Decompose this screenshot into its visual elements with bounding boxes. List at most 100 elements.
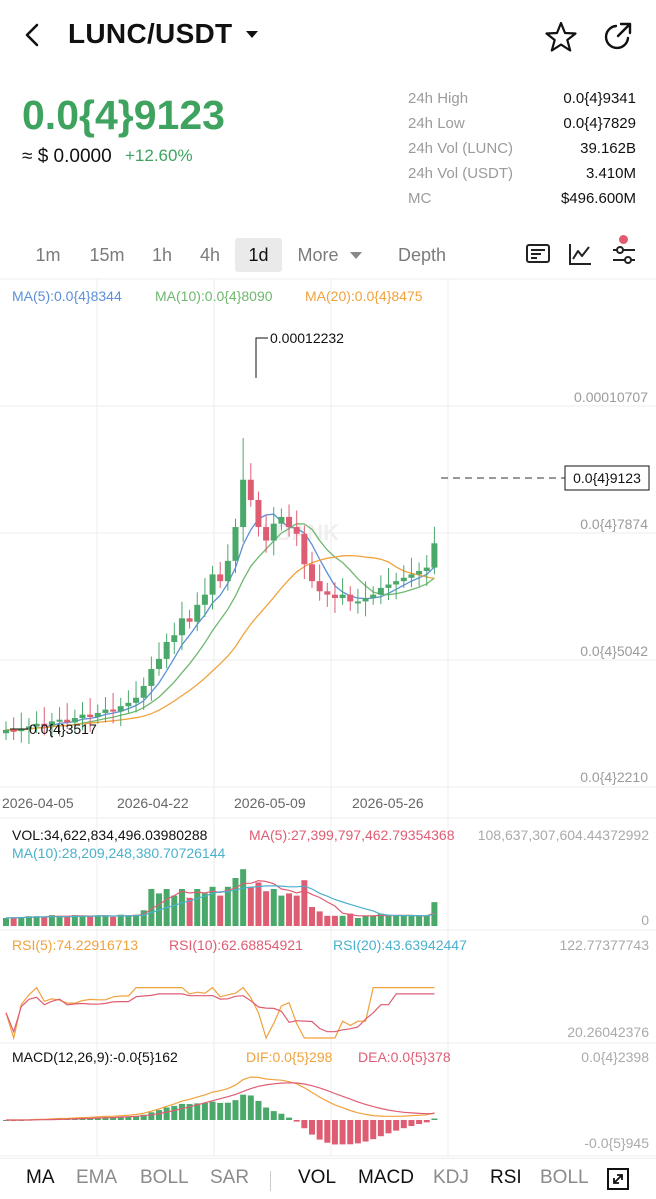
macd-dif-legend: DIF:0.0{5}298 bbox=[246, 1049, 333, 1065]
macd-bar bbox=[377, 1120, 384, 1137]
ma5-legend: MA(5):0.0{4}8344 bbox=[12, 288, 122, 304]
line-chart-icon[interactable] bbox=[566, 240, 594, 268]
macd-bar bbox=[354, 1120, 361, 1144]
x-axis-label: 2026-04-22 bbox=[117, 795, 189, 811]
stat-24h-vol-lunc: 24h Vol (LUNC) 39.162B bbox=[408, 140, 636, 157]
divider bbox=[270, 1171, 271, 1191]
y-axis-label: 0.0{4}2210 bbox=[580, 769, 648, 785]
rsi-min-label: 20.26042376 bbox=[567, 1024, 649, 1040]
macd-bar bbox=[416, 1120, 423, 1125]
macd-bar bbox=[423, 1120, 430, 1123]
tab-1d[interactable]: 1d bbox=[235, 238, 282, 272]
volume-bar bbox=[87, 916, 94, 926]
volume-bar bbox=[362, 915, 369, 926]
volume-bar bbox=[393, 915, 400, 926]
trading-pair-title[interactable]: LUNC/USDT bbox=[68, 18, 233, 49]
volume-bar bbox=[247, 886, 254, 926]
macd-bar bbox=[194, 1103, 201, 1120]
volume-bar bbox=[423, 915, 430, 926]
candle-body bbox=[286, 516, 293, 528]
volume-bar bbox=[331, 915, 338, 926]
volume-bar bbox=[324, 915, 331, 926]
candle-body bbox=[117, 706, 124, 712]
tab-more[interactable]: More bbox=[297, 245, 339, 265]
kline-chart[interactable]: LBANK MA(5):0.0{4}8344 MA(10):0.0{4}8090… bbox=[0, 278, 656, 1158]
indicator-ma[interactable]: MA bbox=[26, 1167, 55, 1188]
volume-bar bbox=[431, 902, 438, 926]
indicator-macd[interactable]: MACD bbox=[358, 1167, 414, 1188]
volume-bar bbox=[286, 893, 293, 926]
share-icon[interactable] bbox=[602, 20, 634, 52]
macd-bar bbox=[171, 1105, 178, 1120]
candle-body bbox=[423, 567, 430, 571]
chevron-down-icon[interactable] bbox=[246, 31, 258, 38]
macd-bar bbox=[209, 1101, 216, 1120]
macd-bar bbox=[117, 1117, 124, 1120]
y-axis-label: 0.0{4}5042 bbox=[580, 643, 648, 659]
candle-body bbox=[133, 697, 140, 703]
tab-depth[interactable]: Depth bbox=[397, 245, 447, 265]
candle-body bbox=[309, 564, 315, 582]
macd-dea-line bbox=[6, 1082, 435, 1121]
volume-bar bbox=[3, 918, 9, 926]
macd-bar bbox=[217, 1102, 224, 1120]
volume-bar bbox=[270, 889, 277, 926]
macd-bar bbox=[156, 1110, 162, 1120]
last-price-box[interactable] bbox=[564, 465, 650, 491]
indicator-vol[interactable]: VOL bbox=[298, 1167, 337, 1188]
candle-body bbox=[10, 729, 17, 732]
macd-bar bbox=[94, 1117, 101, 1120]
candle-body bbox=[79, 714, 86, 719]
rsi5-legend: RSI(5):74.22916713 bbox=[12, 937, 138, 953]
macd-bar bbox=[186, 1104, 193, 1120]
candle-body bbox=[94, 712, 101, 718]
candle-body bbox=[377, 587, 384, 595]
macd-bar bbox=[125, 1116, 132, 1120]
macd-bar bbox=[240, 1094, 247, 1120]
volume-bar bbox=[339, 915, 346, 926]
candle-body bbox=[301, 533, 308, 565]
back-arrow-icon[interactable] bbox=[20, 22, 46, 48]
indicator-kdj[interactable]: KDJ bbox=[433, 1167, 469, 1188]
indicator-boll[interactable]: BOLL bbox=[140, 1167, 189, 1188]
tab-15m[interactable]: 15m bbox=[89, 245, 125, 265]
order-list-icon[interactable] bbox=[524, 240, 552, 268]
candle-body bbox=[171, 635, 178, 642]
tab-1m[interactable]: 1m bbox=[35, 245, 61, 265]
macd-bar bbox=[316, 1120, 323, 1140]
candle-body bbox=[178, 618, 185, 636]
candle-body bbox=[140, 685, 147, 698]
macd-min-label: -0.0{5}945 bbox=[584, 1135, 649, 1151]
rsi10-line bbox=[5, 993, 435, 1034]
macd-bar bbox=[255, 1100, 262, 1120]
volume-bar bbox=[408, 915, 415, 926]
macd-bar bbox=[270, 1111, 277, 1120]
star-icon[interactable] bbox=[544, 20, 578, 54]
volume-bar bbox=[102, 915, 109, 926]
candle-body bbox=[209, 574, 216, 595]
volume-bar bbox=[71, 915, 78, 926]
indicator-sar[interactable]: SAR bbox=[210, 1167, 250, 1188]
candle-body bbox=[232, 527, 239, 561]
ma10-legend: MA(10):0.0{4}8090 bbox=[155, 288, 273, 304]
tab-4h[interactable]: 4h bbox=[199, 245, 221, 265]
candle-body bbox=[255, 500, 262, 528]
fullscreen-icon[interactable] bbox=[606, 1167, 630, 1191]
candle-body bbox=[354, 601, 361, 604]
indicator-boll-sub[interactable]: BOLL bbox=[540, 1167, 589, 1188]
settings-sliders-icon[interactable] bbox=[610, 240, 638, 268]
macd-bar bbox=[148, 1112, 155, 1120]
macd-legend: MACD(12,26,9):-0.0{5}162 bbox=[12, 1049, 178, 1065]
ma20-legend: MA(20):0.0{4}8475 bbox=[305, 288, 423, 304]
chevron-down-icon[interactable] bbox=[350, 252, 362, 259]
indicator-rsi[interactable]: RSI bbox=[490, 1167, 522, 1188]
candle-body bbox=[362, 598, 369, 602]
macd-bar bbox=[301, 1120, 308, 1129]
timeframe-bar: 1m 15m 1h 4h 1d More Depth bbox=[0, 232, 656, 278]
tab-1h[interactable]: 1h bbox=[151, 245, 173, 265]
candle-body bbox=[385, 584, 392, 588]
volume-bar bbox=[301, 880, 308, 926]
indicator-ema[interactable]: EMA bbox=[76, 1167, 118, 1188]
volume-bar bbox=[400, 915, 407, 926]
volume-bar bbox=[416, 915, 423, 926]
